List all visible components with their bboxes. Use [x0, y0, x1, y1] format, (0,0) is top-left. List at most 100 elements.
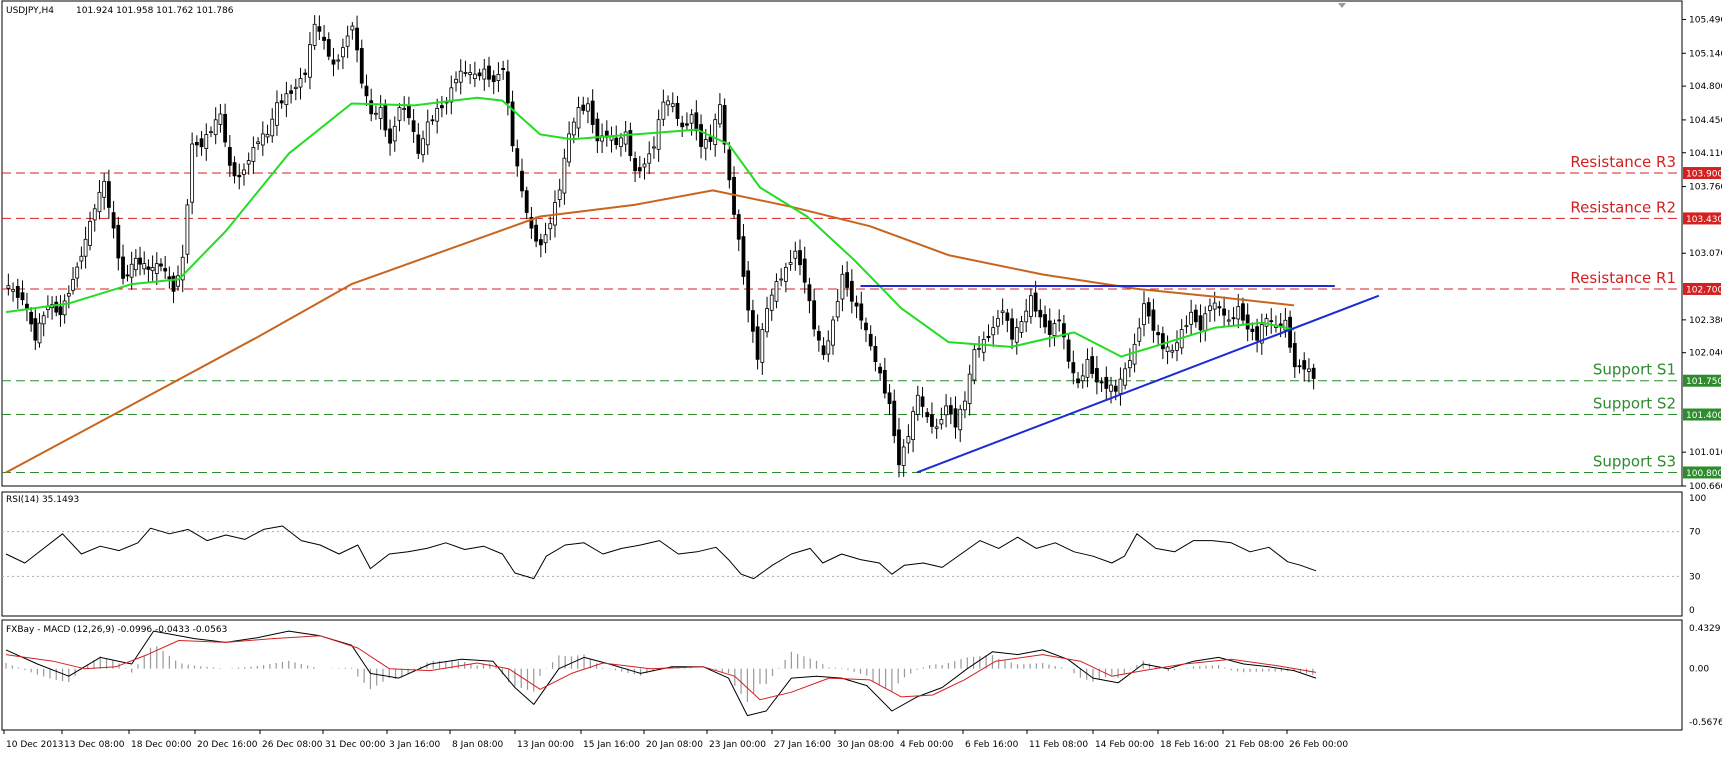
- candle-body: [487, 65, 491, 80]
- candle-body: [374, 112, 378, 115]
- candle-body: [454, 78, 458, 84]
- candle-body: [326, 39, 331, 57]
- candle-body: [218, 113, 223, 125]
- candle-body: [619, 137, 623, 147]
- candle-body: [1297, 365, 1302, 368]
- candle-body: [859, 303, 864, 321]
- candle-body: [336, 59, 341, 62]
- macd-signal-line: [5, 635, 1317, 701]
- candle-body: [6, 285, 11, 289]
- candle-body: [1057, 319, 1062, 322]
- candle-body: [765, 308, 769, 333]
- level-label-resistance: Resistance R1: [1570, 269, 1676, 287]
- level-label-support: Support S2: [1593, 395, 1676, 413]
- candle-body: [1109, 384, 1113, 392]
- candle-body: [835, 301, 840, 318]
- candle-body: [1302, 360, 1307, 370]
- price-tick-label: 103.070: [1689, 249, 1722, 259]
- price-badge: [1683, 282, 1721, 295]
- time-tick-label: 15 Jan 16:00: [583, 740, 640, 750]
- candle-body: [154, 263, 159, 274]
- candle-body: [402, 108, 407, 110]
- rsi-tick-label: 70: [1689, 528, 1701, 538]
- candle-body: [623, 131, 628, 145]
- candle-body: [146, 266, 151, 270]
- candle-body: [79, 255, 84, 262]
- candle-body: [66, 293, 71, 297]
- time-tick-label: 21 Feb 08:00: [1225, 740, 1284, 750]
- level-label-resistance: Resistance R2: [1570, 198, 1676, 216]
- candle-body: [41, 315, 46, 325]
- time-tick-label: 13 Jan 00:00: [517, 740, 574, 750]
- candle-body: [458, 70, 463, 83]
- candle-body: [977, 347, 981, 350]
- candle-body: [491, 75, 496, 83]
- candle-body: [1024, 310, 1029, 323]
- candle-body: [1085, 359, 1090, 378]
- time-tick-label: 10 Dec 2013: [6, 740, 64, 750]
- candle-body: [718, 104, 722, 125]
- candle-body: [878, 366, 883, 374]
- candle-body: [1283, 319, 1288, 331]
- candle-body: [694, 112, 699, 132]
- candle-body: [293, 86, 298, 89]
- time-tick-label: 26 Dec 08:00: [262, 740, 323, 750]
- candle-body: [557, 189, 562, 200]
- candle-body: [435, 108, 440, 122]
- candle-body: [520, 170, 524, 192]
- candle-body: [54, 301, 59, 313]
- candle-body: [708, 136, 713, 142]
- candle-body: [685, 123, 689, 126]
- candle-body: [1127, 360, 1132, 369]
- candle-body: [538, 239, 543, 246]
- ohlc-values: 101.924 101.958 101.762 101.786: [76, 6, 234, 16]
- panel-frames: [1, 0, 1683, 731]
- candle-body: [1005, 312, 1010, 321]
- candle-body: [713, 119, 718, 145]
- candle-body: [322, 36, 326, 41]
- macd-tick-label: 0.4329: [1689, 624, 1721, 634]
- candle-body: [256, 141, 261, 144]
- price-tick-label: 101.010: [1689, 448, 1722, 458]
- rsi-panel: 100 70 30 0: [2, 494, 1706, 616]
- candle-body: [204, 134, 209, 149]
- candle-body: [1094, 368, 1099, 383]
- moving-averages: [5, 96, 1295, 474]
- time-tick-label: 30 Jan 08:00: [837, 740, 894, 750]
- candle-body: [194, 142, 199, 146]
- candle-body: [1311, 367, 1316, 379]
- candle-body: [831, 319, 835, 346]
- candle-body: [812, 300, 817, 330]
- candle-body: [571, 121, 576, 136]
- candle-body: [1080, 375, 1085, 382]
- candle-body: [477, 72, 482, 77]
- price-tick-label: 104.110: [1689, 149, 1722, 159]
- candle-body: [670, 103, 675, 107]
- candle-body: [425, 121, 430, 146]
- candle-body: [237, 174, 242, 178]
- candle-body: [176, 275, 180, 287]
- candle-body: [1226, 319, 1231, 322]
- macd-panel-frame: [1, 619, 1683, 731]
- candle-body: [567, 133, 572, 163]
- symbol-label: USDJPY,H4: [6, 6, 54, 16]
- candle-body: [83, 238, 88, 257]
- candle-body: [1288, 316, 1292, 348]
- candle-body: [1019, 321, 1024, 333]
- candle-body: [29, 311, 34, 325]
- candle-body: [675, 102, 680, 119]
- candle-body: [576, 107, 581, 129]
- candle-body: [821, 345, 826, 356]
- macd-title: FXBay - MACD (12,26,9) -0.0996 -0.0433 -…: [6, 625, 227, 635]
- candle-body: [996, 318, 1000, 327]
- candle-body: [510, 101, 515, 147]
- candle-body: [1160, 333, 1165, 350]
- price-badge-label: 103.900: [1686, 170, 1722, 180]
- candle-body: [958, 408, 963, 431]
- time-tick-label: 6 Feb 16:00: [965, 740, 1019, 750]
- candle-body: [364, 85, 369, 97]
- candle-body: [1236, 306, 1241, 320]
- candle-body: [882, 369, 887, 394]
